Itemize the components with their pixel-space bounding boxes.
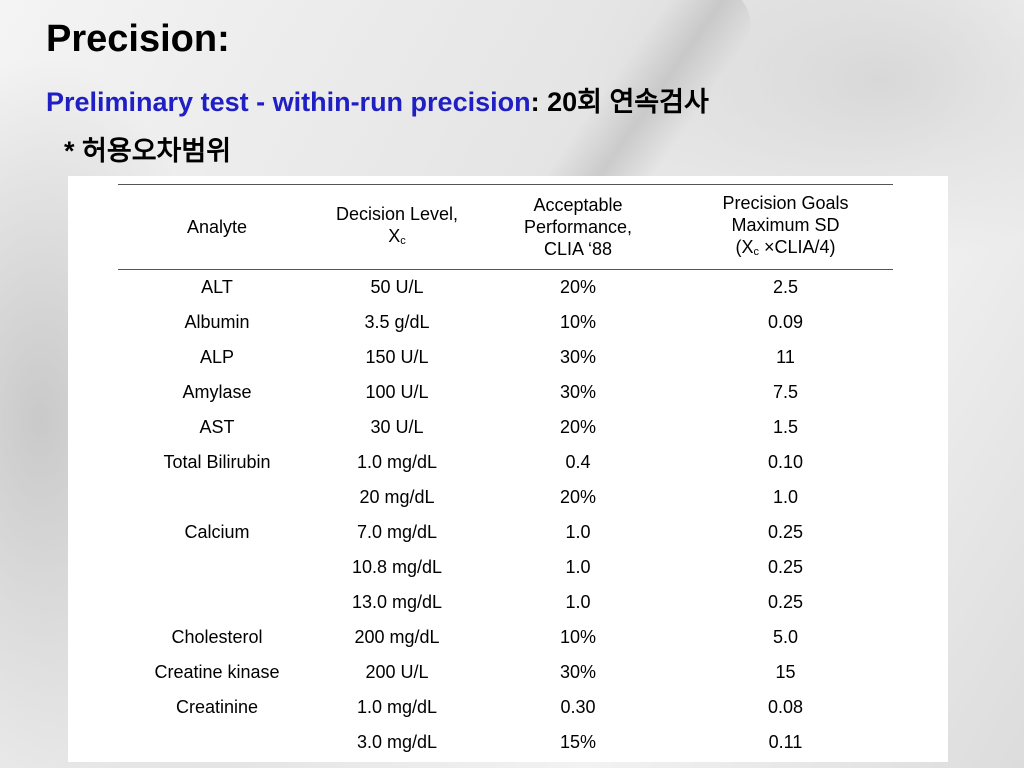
cell-level: 3.0 mg/dL [356,732,438,752]
cell-level: 1.0 mg/dL [356,452,438,472]
cell-level: 150 U/L [365,347,429,367]
table-row: Total Bilirubin 1.0 mg/dL 0.4 0.10 [118,445,893,480]
cell-sd: 0.11 [768,732,803,752]
cell-level: 1.0 mg/dL [356,697,438,717]
table-row: Calcium 7.0 mg/dL 1.0 0.25 [118,515,893,550]
cell-level: 10.8 mg/dL [351,557,443,577]
header-decision-level: Decision Level, Xc [316,184,478,270]
cell-analyte: Amylase [182,382,252,402]
subtitle-blue-text: Preliminary test - within-run precision [46,87,531,117]
table-row: 3.0 mg/dL 15% 0.11 [118,725,893,760]
slide-subtitle: Preliminary test - within-run precision:… [46,80,709,119]
cell-sd: 0.25 [767,557,804,577]
cell-analyte: Cholesterol [171,627,263,647]
table-row: 13.0 mg/dL 1.0 0.25 [118,585,893,620]
cell-level: 50 U/L [370,277,424,297]
cell-analyte: Creatinine [175,697,259,717]
cell-analyte: ALT [201,277,233,297]
cell-level: 200 mg/dL [354,627,440,647]
cell-acceptable: 1.0 [565,592,591,612]
cell-analyte: Albumin [184,312,250,332]
table-row: Albumin 3.5 g/dL 10% 0.09 [118,305,893,340]
table-row: AST 30 U/L 20% 1.5 [118,410,893,445]
slide-note: * 허용오차범위 [64,136,232,166]
cell-acceptable: 30% [559,347,597,367]
cell-analyte: Total Bilirubin [163,452,271,472]
cell-acceptable: 20% [559,417,597,437]
cell-acceptable: 10% [559,312,597,332]
table-header-row: Analyte Decision Level, Xc Acceptable Pe… [118,184,893,270]
cell-sd: 0.09 [767,312,804,332]
cell-level: 13.0 mg/dL [351,592,443,612]
table-row: 20 mg/dL 20% 1.0 [118,480,893,515]
table-body: ALT 50 U/L 20% 2.5 Albumin 3.5 g/dL 10% 0.09 A… [118,270,893,761]
cell-analyte [118,550,316,585]
cell-analyte: ALP [199,347,235,367]
cell-analyte: Creatine kinase [154,662,280,682]
cell-level: 30 U/L [370,417,424,437]
header-analyte: Analyte [118,184,316,270]
cell-acceptable: 10% [559,627,597,647]
cell-level: 20 mg/dL [359,487,435,507]
table-row: Amylase 100 U/L 30% 7.5 [118,375,893,410]
cell-analyte [118,585,316,620]
cell-acceptable: 0.4 [565,452,591,472]
table-row: ALP 150 U/L 30% 11 [118,340,893,375]
cell-acceptable: 30% [559,662,597,682]
header-precision-goals: Precision Goals Maximum SD (Xc ×CLIA/4) [678,184,893,270]
cell-acceptable: 1.0 [565,557,591,577]
cell-sd: 0.25 [767,592,804,612]
cell-sd: 1.5 [772,417,799,437]
cell-level: 7.0 mg/dL [356,522,438,542]
cell-analyte [118,725,316,760]
cell-sd: 0.10 [767,452,804,472]
cell-acceptable: 30% [559,382,597,402]
cell-acceptable: 15% [559,732,597,752]
cell-sd: 0.08 [767,697,804,717]
table-panel: Analyte Decision Level, Xc Acceptable Pe… [68,176,948,762]
cell-level: 100 U/L [365,382,429,402]
cell-level: 200 U/L [365,662,429,682]
table-row: 10.8 mg/dL 1.0 0.25 [118,550,893,585]
table-row: Creatinine 1.0 mg/dL 0.30 0.08 [118,690,893,725]
precision-table: Analyte Decision Level, Xc Acceptable Pe… [118,184,893,760]
cell-analyte [118,480,316,515]
slide-title: Precision: [46,18,230,60]
cell-sd: 11 [776,347,795,367]
cell-sd: 1.0 [772,487,799,507]
table-row: Cholesterol 200 mg/dL 10% 5.0 [118,620,893,655]
cell-acceptable: 20% [559,277,597,297]
cell-acceptable: 1.0 [565,522,591,542]
cell-sd: 5.0 [772,627,799,647]
cell-analyte: Calcium [184,522,250,542]
cell-sd: 2.5 [772,277,799,297]
cell-acceptable: 20% [559,487,597,507]
cell-sd: 0.25 [767,522,804,542]
subtitle-black-text: : 20회 연속검사 [530,87,709,117]
cell-level: 3.5 g/dL [364,312,430,332]
table-row: ALT 50 U/L 20% 2.5 [118,270,893,306]
table-row: Creatine kinase 200 U/L 30% 15 [118,655,893,690]
header-acceptable-performance: Acceptable Performance, CLIA ‘88 [478,184,678,270]
cell-analyte: AST [199,417,235,437]
cell-sd: 15 [775,662,796,682]
cell-acceptable: 0.30 [560,697,596,717]
cell-sd: 7.5 [772,382,799,402]
